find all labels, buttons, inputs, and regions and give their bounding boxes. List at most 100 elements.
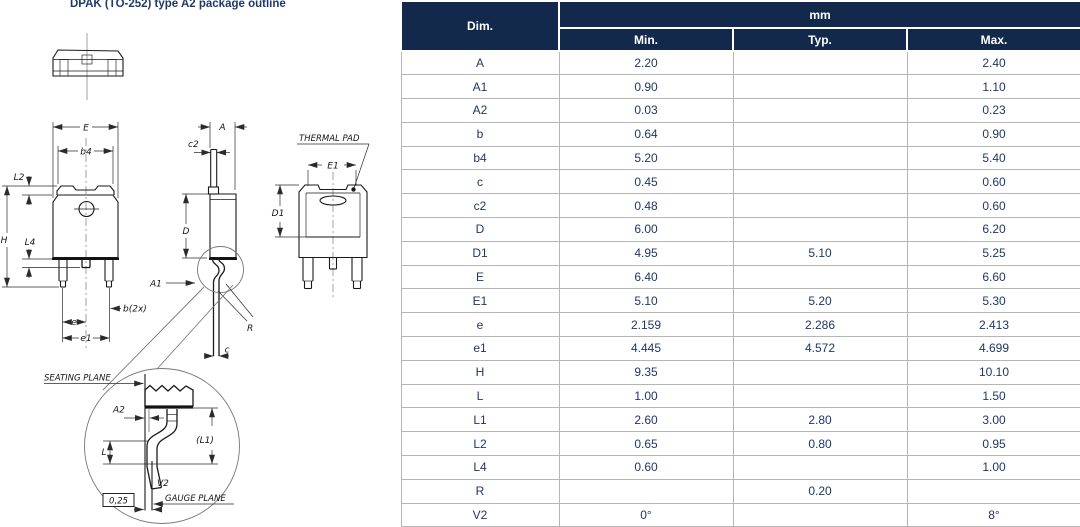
typ-cell: 0.20 [732,478,908,504]
header-min: Min. [558,27,734,52]
page-title: DPAK (TO-252) type A2 package outline [70,0,286,10]
min-cell: 2.20 [558,50,734,76]
tab-outline [56,185,115,195]
bent-lead [211,258,220,356]
max-cell: 5.40 [906,145,1080,171]
dim-e: e [62,288,110,342]
table-row: L1 2.60 2.80 3.00 [400,407,1080,433]
min-cell: 5.10 [558,288,734,314]
max-cell: 0.95 [906,431,1080,457]
max-cell: 0.23 [906,98,1080,123]
dim-H: H [1,186,59,288]
max-cell: 5.30 [906,288,1080,314]
min-cell: 0.48 [558,193,734,219]
typ-cell [732,383,908,409]
label-R: R [247,324,253,334]
max-cell: 1.00 [906,455,1080,480]
max-cell: 6.60 [906,264,1080,290]
typ-cell: 5.10 [732,240,908,266]
dim-R: R [217,283,254,334]
min-cell: 6.00 [558,217,734,242]
typ-cell: 2.80 [732,407,908,433]
typ-cell [732,169,908,195]
dim-cell: A1 [400,74,560,100]
min-cell: 0.03 [558,98,734,123]
typ-cell [732,145,908,171]
dim-cell: b [400,121,560,147]
dim-cell: L2 [400,431,560,457]
dim-cell: A [400,50,560,76]
dim-c2: c2 [188,140,230,156]
dim-L1: (L1) [103,407,218,465]
dim-b4: b4 [57,146,114,184]
typ-cell [732,502,908,527]
label-D: D [183,227,190,237]
dim-L2: L2 [2,173,57,205]
label-A2: A2 [112,406,125,416]
label-thermal-pad: THERMAL PAD [299,134,360,144]
dimensions-table-body: A 2.20 2.40 A1 0.90 1.10 A2 0.03 0.23 b 0.64 0.90 b4… [400,50,1080,527]
min-cell: 2.159 [558,312,734,338]
pad-slot [319,195,347,206]
label-tolerance: 0,25 [109,497,128,507]
table-row: L4 0.60 1.00 [400,455,1080,480]
table-row: A2 0.03 0.23 [400,98,1080,123]
typ-cell [732,74,908,100]
table-row: A1 0.90 1.10 [400,74,1080,100]
dimensions-table-panel: Dim. mm Min. Typ. Max. A 2.20 2.40 A1 0.90 1.… [400,0,1080,527]
label-L1: (L1) [196,436,214,446]
dim-e1: e1 [62,334,110,344]
label-b2x: b(2x) [123,305,147,315]
table-row: L2 0.65 0.80 0.95 [400,431,1080,457]
back-view: THERMAL PAD E1 [272,134,370,300]
top-view [52,33,124,100]
header-typ: Typ. [732,27,908,52]
min-cell: 0° [558,502,734,527]
typ-cell [732,455,908,480]
table-row: b 0.64 0.90 [400,121,1080,147]
gauge-plane-callout: GAUGE PLANE [151,461,234,511]
dim-cell: H [400,359,560,385]
max-cell [906,478,1080,504]
min-cell: 9.35 [558,359,734,385]
min-cell: 0.64 [558,121,734,147]
dim-cell: E [400,264,560,290]
label-e: e [71,318,77,328]
table-row: R 0.20 [400,478,1080,504]
table-row: E1 5.10 5.20 5.30 [400,288,1080,314]
dim-E1: E1 [307,162,357,186]
min-cell: 0.60 [558,455,734,480]
label-E1: E1 [327,162,338,172]
min-cell [558,478,734,504]
max-cell: 1.10 [906,74,1080,100]
dim-cell: c [400,169,560,195]
detail-lead [146,409,178,490]
dim-cell: L [400,383,560,409]
table-row: D1 4.95 5.10 5.25 [400,240,1080,266]
table-header: Dim. mm Min. Typ. Max. [400,0,1080,52]
max-cell: 8° [906,502,1080,527]
max-cell: 1.50 [906,383,1080,409]
dim-b2x: b(2x) [110,305,147,315]
dim-A1: A1 [149,280,195,290]
label-b4: b4 [80,148,92,158]
label-c: c [225,346,230,356]
package-outline-drawing: E b4 L2 [1,33,370,524]
dim-cell: A2 [400,98,560,123]
label-D1: D1 [272,209,285,219]
typ-cell [732,121,908,147]
max-cell: 6.20 [906,217,1080,242]
table-row: b4 5.20 5.40 [400,145,1080,171]
min-cell: 2.60 [558,407,734,433]
back-leads [302,257,363,290]
typ-cell [732,264,908,290]
dim-D1: D1 [272,184,306,238]
label-seating-plane: SEATING PLANE [44,374,111,384]
dim-E: E [52,122,119,198]
max-cell: 4.699 [906,336,1080,361]
min-cell: 1.00 [558,383,734,409]
dim-c: c [204,346,230,359]
side-body-outline [209,193,237,259]
min-cell: 4.95 [558,240,734,266]
